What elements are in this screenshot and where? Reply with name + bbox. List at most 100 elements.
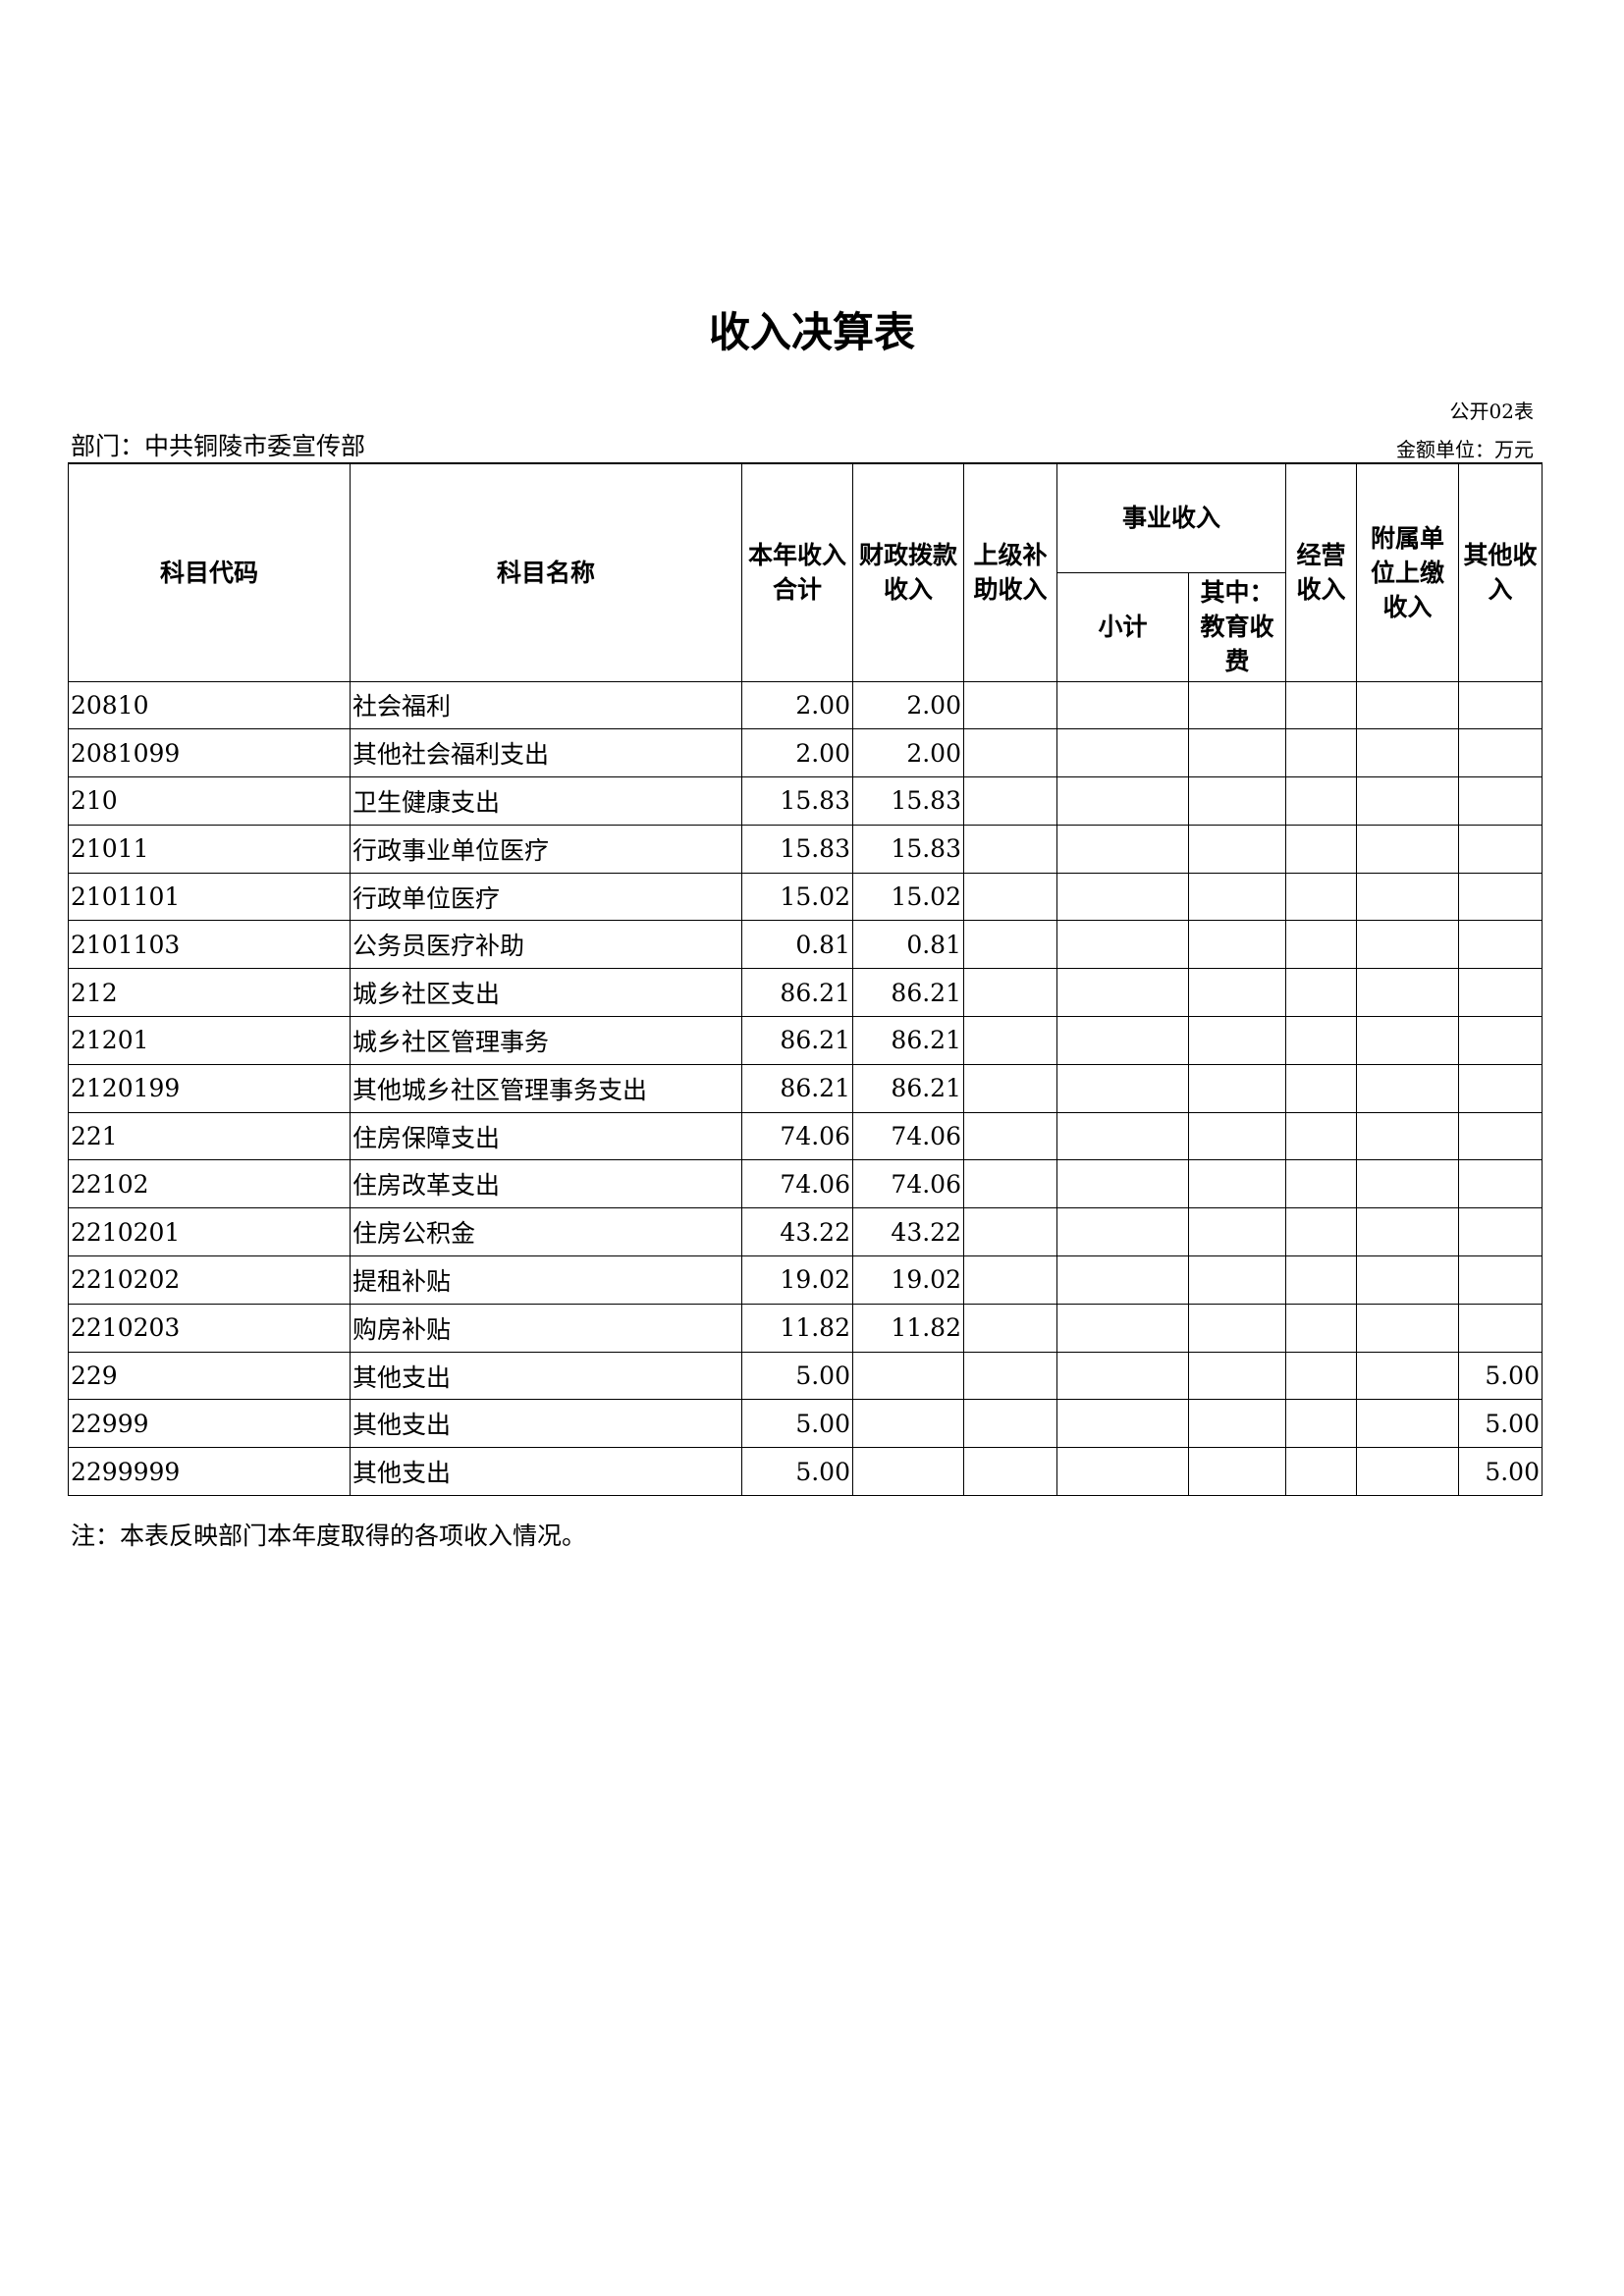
cell-empty: [1356, 728, 1459, 778]
header-affiliated: 附属单位上缴收入: [1356, 462, 1459, 682]
cell-other: [1458, 824, 1543, 874]
cell-empty: [1285, 1303, 1357, 1353]
cell-code: 2120199: [68, 1063, 351, 1113]
cell-empty: [1188, 824, 1286, 874]
cell-empty: [963, 1351, 1057, 1401]
header-fiscal: 财政拨款收入: [852, 462, 964, 682]
cell-empty: [1188, 872, 1286, 922]
cell-other: [1458, 1207, 1543, 1257]
cell-total: 74.06: [741, 1159, 853, 1209]
cell-empty: [1285, 872, 1357, 922]
cell-total: 15.83: [741, 824, 853, 874]
table-row: 229 其他支出 5.00 5.00: [68, 1351, 1543, 1401]
header-business: 事业收入: [1056, 462, 1286, 573]
cell-total: 5.00: [741, 1399, 853, 1449]
cell-code: 221: [68, 1111, 351, 1161]
cell-empty: [1285, 1255, 1357, 1305]
cell-empty: [1188, 920, 1286, 970]
cell-total: 43.22: [741, 1207, 853, 1257]
table-row: 20810 社会福利 2.00 2.00: [68, 680, 1543, 730]
cell-empty: [963, 1207, 1057, 1257]
table-row: 212 城乡社区支出 86.21 86.21: [68, 968, 1543, 1018]
cell-name: 其他社会福利支出: [350, 728, 742, 778]
cell-total: 15.02: [741, 872, 853, 922]
cell-other: [1458, 920, 1543, 970]
cell-other: [1458, 1111, 1543, 1161]
header-subtotal: 小计: [1056, 571, 1189, 682]
header-code: 科目代码: [68, 462, 351, 682]
cell-empty: [1056, 968, 1189, 1018]
cell-empty: [963, 776, 1057, 826]
table-row: 221 住房保障支出 74.06 74.06: [68, 1111, 1543, 1161]
cell-name: 行政事业单位医疗: [350, 824, 742, 874]
cell-other: [1458, 872, 1543, 922]
cell-empty: [1056, 1447, 1189, 1497]
cell-name: 住房保障支出: [350, 1111, 742, 1161]
cell-empty: [963, 1016, 1057, 1065]
cell-empty: [1188, 1111, 1286, 1161]
cell-empty: [1056, 1111, 1189, 1161]
cell-empty: [1285, 920, 1357, 970]
cell-empty: [1356, 1255, 1459, 1305]
cell-empty: [1056, 1207, 1189, 1257]
cell-empty: [1056, 1016, 1189, 1065]
header-superior: 上级补助收入: [963, 462, 1057, 682]
cell-other: [1458, 728, 1543, 778]
cell-empty: [1356, 1303, 1459, 1353]
cell-other: [1458, 1303, 1543, 1353]
cell-total: 11.82: [741, 1303, 853, 1353]
cell-empty: [1285, 1447, 1357, 1497]
cell-empty: [1188, 776, 1286, 826]
cell-empty: [1285, 1399, 1357, 1449]
table-row: 2101103 公务员医疗补助 0.81 0.81: [68, 920, 1543, 970]
cell-total: 19.02: [741, 1255, 853, 1305]
cell-empty: [963, 1447, 1057, 1497]
cell-name: 社会福利: [350, 680, 742, 730]
cell-code: 22999: [68, 1399, 351, 1449]
cell-code: 2101103: [68, 920, 351, 970]
cell-empty: [1056, 920, 1189, 970]
cell-empty: [1056, 1303, 1189, 1353]
cell-code: 20810: [68, 680, 351, 730]
cell-total: 2.00: [741, 680, 853, 730]
cell-total: 2.00: [741, 728, 853, 778]
cell-fiscal: 86.21: [852, 1016, 964, 1065]
cell-empty: [1056, 1399, 1189, 1449]
cell-code: 21011: [68, 824, 351, 874]
cell-empty: [1285, 1063, 1357, 1113]
cell-code: 2210202: [68, 1255, 351, 1305]
cell-empty: [1356, 680, 1459, 730]
cell-empty: [963, 1303, 1057, 1353]
cell-fiscal: 0.81: [852, 920, 964, 970]
cell-fiscal: 2.00: [852, 680, 964, 730]
cell-empty: [963, 1111, 1057, 1161]
table-row: 2101101 行政单位医疗 15.02 15.02: [68, 872, 1543, 922]
cell-empty: [1285, 680, 1357, 730]
table-row: 21011 行政事业单位医疗 15.83 15.83: [68, 824, 1543, 874]
cell-code: 212: [68, 968, 351, 1018]
cell-other: 5.00: [1458, 1399, 1543, 1449]
cell-other: 5.00: [1458, 1351, 1543, 1401]
cell-name: 城乡社区支出: [350, 968, 742, 1018]
cell-other: [1458, 1255, 1543, 1305]
cell-name: 公务员医疗补助: [350, 920, 742, 970]
cell-name: 住房改革支出: [350, 1159, 742, 1209]
cell-fiscal: 74.06: [852, 1159, 964, 1209]
cell-empty: [1188, 1207, 1286, 1257]
cell-total: 5.00: [741, 1351, 853, 1401]
income-table: 科目代码 科目名称 本年收入合计 财政拨款收入 上级补助收入 事业收入 经营收入…: [68, 462, 1543, 1497]
cell-empty: [963, 680, 1057, 730]
cell-fiscal: 11.82: [852, 1303, 964, 1353]
cell-empty: [1356, 1351, 1459, 1401]
cell-name: 购房补贴: [350, 1303, 742, 1353]
cell-name: 其他城乡社区管理事务支出: [350, 1063, 742, 1113]
cell-empty: [1056, 1159, 1189, 1209]
cell-other: [1458, 1159, 1543, 1209]
cell-empty: [1188, 968, 1286, 1018]
cell-empty: [1285, 1111, 1357, 1161]
cell-code: 22102: [68, 1159, 351, 1209]
cell-total: 0.81: [741, 920, 853, 970]
cell-other: 5.00: [1458, 1447, 1543, 1497]
cell-fiscal: 86.21: [852, 1063, 964, 1113]
cell-total: 74.06: [741, 1111, 853, 1161]
